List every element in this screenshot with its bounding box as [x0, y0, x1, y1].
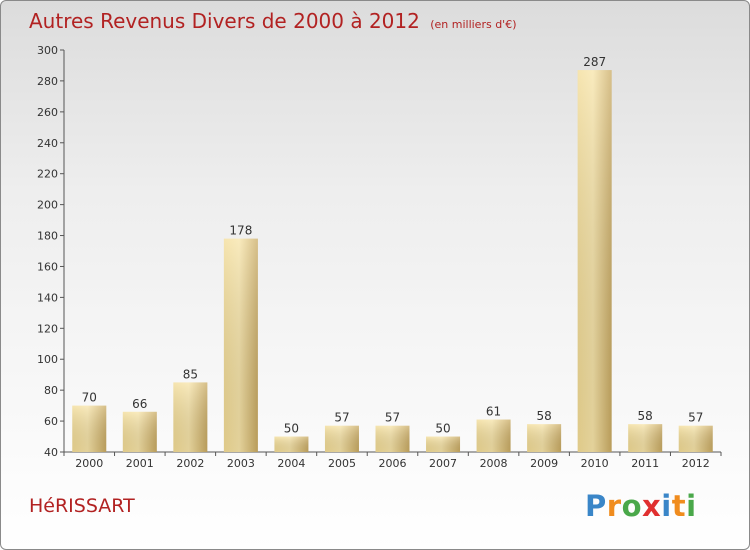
logo-letter: x	[642, 489, 662, 523]
x-tick-label: 2003	[227, 457, 255, 470]
y-tick-label: 120	[37, 322, 58, 335]
value-label: 66	[132, 397, 147, 411]
bar-2005	[324, 425, 359, 452]
value-label: 57	[385, 411, 400, 425]
y-tick-label: 300	[37, 44, 58, 57]
commune-name: HéRISSART	[29, 495, 135, 517]
bar-shade	[274, 436, 309, 452]
chart-bars	[72, 70, 713, 452]
bar-shade	[577, 70, 612, 452]
logo-letter: o	[621, 489, 643, 523]
bar-2008	[476, 419, 511, 452]
bar-2011	[628, 424, 663, 452]
bar-shade	[173, 382, 208, 452]
y-tick-label: 180	[37, 230, 58, 243]
y-tick-label: 40	[44, 446, 58, 459]
value-label: 50	[284, 422, 299, 436]
bar-shade	[426, 436, 461, 452]
x-tick-label: 2011	[631, 457, 659, 470]
y-tick-label: 60	[44, 415, 58, 428]
logo-letter: t	[671, 489, 687, 523]
bar-shade	[324, 425, 359, 452]
y-tick-label: 140	[37, 291, 58, 304]
x-tick-label: 2006	[379, 457, 407, 470]
bar-2000	[72, 405, 107, 452]
x-tick-label: 2004	[277, 457, 305, 470]
x-tick-label: 2005	[328, 457, 356, 470]
chart-labels: 70 2000 66 2001 85 2002 178 2003 50 2004 57 2005 57 2…	[75, 55, 709, 470]
x-tick-label: 2008	[480, 457, 508, 470]
bar-2002	[173, 382, 208, 452]
logo-letter: i	[686, 489, 697, 523]
x-tick-label: 2001	[126, 457, 154, 470]
value-label: 70	[82, 391, 97, 405]
x-tick-label: 2002	[176, 457, 204, 470]
value-label: 85	[183, 367, 198, 381]
bar-shade	[375, 425, 410, 452]
y-tick-label: 240	[37, 137, 58, 150]
bar-2012	[678, 425, 713, 452]
bar-shade	[223, 238, 258, 452]
y-tick-label: 200	[37, 199, 58, 212]
chart-title: Autres Revenus Divers de 2000 à 2012 (en…	[29, 9, 517, 33]
bar-2010	[577, 70, 612, 452]
bar-2004	[274, 436, 309, 452]
value-label: 61	[486, 405, 501, 419]
value-label: 58	[638, 409, 653, 423]
bar-shade	[72, 405, 107, 452]
bar-2006	[375, 425, 410, 452]
value-label: 58	[536, 409, 551, 423]
value-label: 57	[688, 411, 703, 425]
y-tick-label: 100	[37, 353, 58, 366]
bar-shade	[476, 419, 511, 452]
logo-letter: r	[606, 489, 622, 523]
bar-2003	[223, 238, 258, 452]
value-label: 57	[334, 411, 349, 425]
x-tick-label: 2000	[75, 457, 103, 470]
chart-subtitle: (en milliers d'€)	[430, 18, 517, 31]
value-label: 287	[583, 55, 606, 69]
bar-2001	[122, 411, 157, 452]
bar-2009	[527, 424, 562, 452]
y-tick-label: 260	[37, 106, 58, 119]
bar-shade	[678, 425, 713, 452]
x-tick-label: 2007	[429, 457, 457, 470]
logo-letter: i	[661, 489, 672, 523]
bar-shade	[122, 411, 157, 452]
bar-shade	[527, 424, 562, 452]
logo-letter: P	[585, 489, 607, 523]
bar-shade	[628, 424, 663, 452]
bar-2007	[426, 436, 461, 452]
y-tick-label: 160	[37, 260, 58, 273]
proxiti-logo: Proxiti	[585, 489, 697, 523]
x-tick-label: 2009	[530, 457, 558, 470]
chart-axes: 40 60 80 100 120 140 160 180 200 220 240 260 280 300	[37, 44, 722, 459]
y-tick-label: 280	[37, 75, 58, 88]
x-tick-label: 2010	[581, 457, 609, 470]
chart-title-text: Autres Revenus Divers de 2000 à 2012	[29, 9, 420, 33]
y-tick-label: 220	[37, 168, 58, 181]
value-label: 178	[229, 224, 252, 238]
value-label: 50	[435, 422, 450, 436]
y-tick-label: 80	[44, 384, 58, 397]
x-tick-label: 2012	[682, 457, 710, 470]
